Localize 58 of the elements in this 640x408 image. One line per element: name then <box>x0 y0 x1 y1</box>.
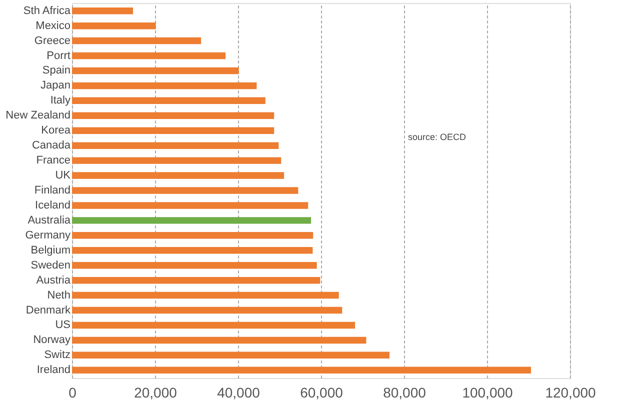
y-tick-label: Neth <box>47 289 70 302</box>
y-tick-label: New Zealand <box>6 110 70 122</box>
bar <box>72 187 298 194</box>
y-tick-label: Denmark <box>26 304 71 316</box>
y-tick-label: Germany <box>25 229 71 242</box>
bar <box>72 202 308 209</box>
y-tick-label: Ireland <box>36 364 70 376</box>
y-tick-label: Greece <box>34 34 70 47</box>
x-tick-label: 120,000 <box>545 384 596 400</box>
bar <box>72 276 320 284</box>
y-tick-label: Belgium <box>30 244 70 256</box>
bar <box>72 142 279 149</box>
bar <box>72 82 257 90</box>
bar <box>72 112 274 120</box>
y-tick-label: Norway <box>33 334 71 346</box>
y-tick-label: US <box>55 319 70 332</box>
x-tick-label: 100,000 <box>462 384 514 400</box>
annotation: source: OECD <box>408 132 467 142</box>
bar <box>72 336 366 344</box>
y-tick-label: Canada <box>32 140 72 152</box>
y-tick-label: UK <box>55 170 72 182</box>
y-tick-label: Mexico <box>36 20 70 32</box>
bar <box>72 292 339 299</box>
y-tick-label: Japan <box>40 80 70 92</box>
x-tick-label: 80,000 <box>383 384 426 400</box>
y-tick-label: Switz <box>44 349 70 362</box>
y-tick-label: Iceland <box>35 199 70 212</box>
bar <box>72 352 390 359</box>
bar <box>72 67 239 74</box>
x-tick-label: 40,000 <box>217 384 260 400</box>
bar <box>72 247 313 254</box>
bar <box>72 7 134 14</box>
bar <box>72 52 226 60</box>
bar <box>72 306 342 314</box>
y-tick-label: Korea <box>41 124 72 137</box>
y-tick-label: Italy <box>50 94 71 107</box>
x-tick-label: 0 <box>68 384 77 400</box>
x-tick-label: 60,000 <box>300 384 344 400</box>
bar <box>72 37 202 44</box>
bar <box>72 157 282 164</box>
y-tick-label: Finland <box>34 184 70 196</box>
y-tick-label: Porrt <box>46 50 70 62</box>
y-tick-label: Spain <box>42 64 70 77</box>
bar <box>72 217 312 224</box>
bar <box>72 97 266 104</box>
bar <box>72 232 314 239</box>
bar <box>72 127 274 134</box>
y-tick-label: Sweden <box>30 259 70 272</box>
y-tick-label: Australia <box>28 214 72 226</box>
bar <box>72 262 317 269</box>
bar <box>72 322 356 329</box>
bar <box>72 172 284 179</box>
y-tick-label: Sth Africa <box>23 4 72 17</box>
x-tick-label: 20,000 <box>134 384 178 400</box>
y-tick-label: France <box>36 154 70 167</box>
bar <box>72 366 531 374</box>
y-tick-label: Austria <box>36 274 72 286</box>
bar <box>72 22 156 30</box>
